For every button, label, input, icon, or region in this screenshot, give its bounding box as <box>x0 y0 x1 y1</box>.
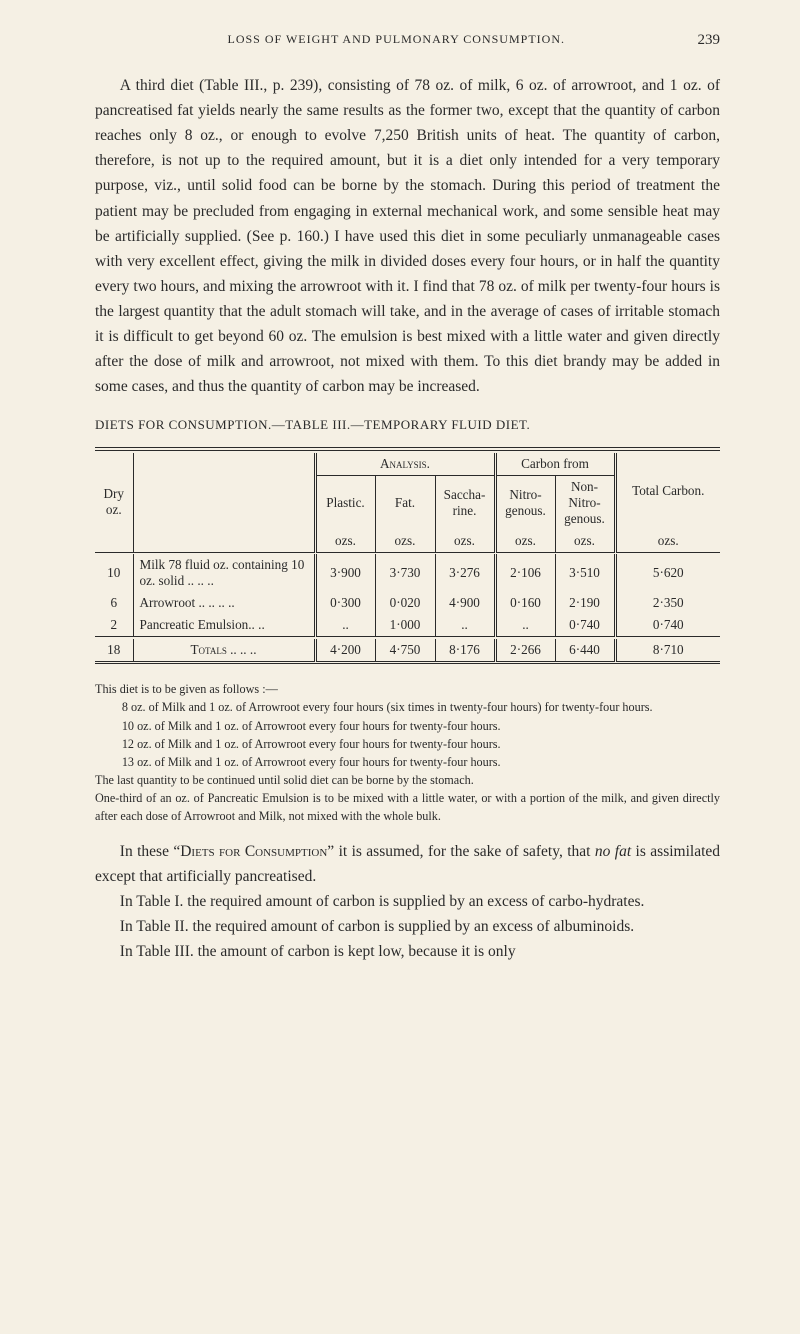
cell-nitro: 0·160 <box>495 592 555 614</box>
cell-total: 5·620 <box>615 554 720 592</box>
footnote-line-3: 12 oz. of Milk and 1 oz. of Arrowroot ev… <box>95 735 720 753</box>
cell-total: 2·350 <box>615 592 720 614</box>
post-paragraph-2: In Table I. the required amount of carbo… <box>95 889 720 914</box>
running-title: LOSS OF WEIGHT AND PULMONARY CONSUMPTION… <box>228 32 565 46</box>
footnote-line-2: 10 oz. of Milk and 1 oz. of Arrowroot ev… <box>95 717 720 735</box>
footnote-lead: This diet is to be given as follows :— <box>95 682 278 696</box>
cell-dry: 10 <box>95 554 133 592</box>
unit-nitro: ozs. <box>495 530 555 553</box>
footnote-line-1: 8 oz. of Milk and 1 oz. of Arrowroot eve… <box>95 698 720 716</box>
header-saccharine: Saccha-rine. <box>435 475 495 530</box>
header-total-carbon: Total Carbon. <box>615 453 720 530</box>
cell-non: 2·190 <box>555 592 615 614</box>
header-nitro: Nitro-genous. <box>495 475 555 530</box>
footnote-line-6: One-third of an oz. of Pancreatic Emulsi… <box>95 791 720 823</box>
header-desc-blank <box>133 453 315 553</box>
cell-nitro: .. <box>495 614 555 637</box>
cell-fat: 0·020 <box>375 592 435 614</box>
footnote-line-4: 13 oz. of Milk and 1 oz. of Arrowroot ev… <box>95 753 720 771</box>
post-paragraph-3: In Table II. the required amount of carb… <box>95 914 720 939</box>
totals-total: 8·710 <box>615 639 720 662</box>
unit-plastic: ozs. <box>315 530 375 553</box>
post-p1-a: In these “ <box>120 843 180 860</box>
page-number: 239 <box>698 32 721 49</box>
cell-plastic: 3·900 <box>315 554 375 592</box>
footnote-line-5: The last quantity to be continued until … <box>95 773 474 787</box>
post-p1-sc: Diets for Consumption <box>180 843 327 860</box>
cell-non: 3·510 <box>555 554 615 592</box>
unit-sacch: ozs. <box>435 530 495 553</box>
cell-sacch: .. <box>435 614 495 637</box>
totals-fat: 4·750 <box>375 639 435 662</box>
table-caption: DIETS FOR CONSUMPTION.—TABLE III.—TEMPOR… <box>95 417 720 433</box>
header-non-nitro: Non-Nitro-genous. <box>555 475 615 530</box>
totals-nitro: 2·266 <box>495 639 555 662</box>
unit-total: ozs. <box>615 530 720 553</box>
header-dry: Dry oz. <box>95 453 133 553</box>
cell-fat: 3·730 <box>375 554 435 592</box>
totals-label: Totals .. .. .. <box>133 639 315 662</box>
cell-plastic: .. <box>315 614 375 637</box>
cell-sacch: 4·900 <box>435 592 495 614</box>
table-row: 6 Arrowroot .. .. .. .. 0·300 0·020 4·90… <box>95 592 720 614</box>
cell-sacch: 3·276 <box>435 554 495 592</box>
post-p1-it: no fat <box>595 843 631 860</box>
body-paragraph-1: A third diet (Table III., p. 239), consi… <box>95 73 720 399</box>
diet-table: Dry oz. Analysis. Carbon from Total Carb… <box>95 447 720 666</box>
totals-dry: 18 <box>95 639 133 662</box>
unit-fat: ozs. <box>375 530 435 553</box>
cell-plastic: 0·300 <box>315 592 375 614</box>
cell-nitro: 2·106 <box>495 554 555 592</box>
header-plastic: Plastic. <box>315 475 375 530</box>
table-row: 10 Milk 78 fluid oz. containing 10 oz. s… <box>95 554 720 592</box>
post-paragraph-1: In these “Diets for Consumption” it is a… <box>95 839 720 889</box>
post-p1-b: ” it is assumed, for the sake of safety,… <box>327 843 595 860</box>
totals-plastic: 4·200 <box>315 639 375 662</box>
cell-dry: 6 <box>95 592 133 614</box>
cell-desc: Arrowroot .. .. .. .. <box>133 592 315 614</box>
cell-non: 0·740 <box>555 614 615 637</box>
totals-sacch: 8·176 <box>435 639 495 662</box>
header-carbon-from: Carbon from <box>495 453 615 476</box>
cell-total: 0·740 <box>615 614 720 637</box>
header-analysis: Analysis. <box>315 453 495 476</box>
cell-fat: 1·000 <box>375 614 435 637</box>
running-head: LOSS OF WEIGHT AND PULMONARY CONSUMPTION… <box>95 32 720 47</box>
unit-non: ozs. <box>555 530 615 553</box>
totals-non: 6·440 <box>555 639 615 662</box>
cell-desc: Milk 78 fluid oz. containing 10 oz. soli… <box>133 554 315 592</box>
table-row: 2 Pancreatic Emulsion.. .. .. 1·000 .. .… <box>95 614 720 637</box>
table-totals-row: 18 Totals .. .. .. 4·200 4·750 8·176 2·2… <box>95 639 720 662</box>
footnote-block: This diet is to be given as follows :— 8… <box>95 680 720 824</box>
header-fat: Fat. <box>375 475 435 530</box>
cell-desc: Pancreatic Emulsion.. .. <box>133 614 315 637</box>
post-paragraph-4: In Table III. the amount of carbon is ke… <box>95 939 720 964</box>
cell-dry: 2 <box>95 614 133 637</box>
